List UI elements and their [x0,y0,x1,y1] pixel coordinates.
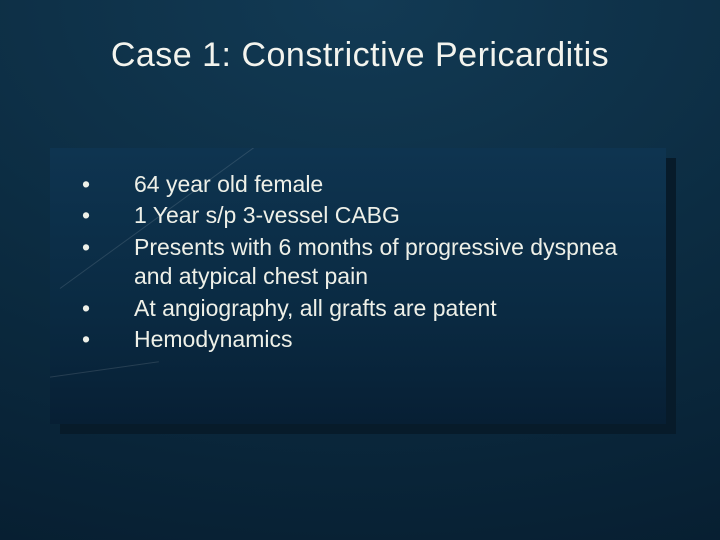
bullet-text: Presents with 6 months of progressive dy… [134,234,617,289]
bullet-icon: • [82,233,90,262]
list-item: • At angiography, all grafts are patent [82,294,648,323]
bullet-icon: • [82,294,90,323]
bullet-icon: • [82,170,90,199]
bullet-icon: • [82,201,90,230]
content-panel: • 64 year old female • 1 Year s/p 3-vessel… [50,148,666,424]
bullet-list: • 64 year old female • 1 Year s/p 3-vessel… [82,170,648,357]
slide-title: Case 1: Constrictive Pericarditis [0,36,720,75]
list-item: • 1 Year s/p 3-vessel CABG [82,201,648,230]
list-item: • Hemodynamics [82,325,648,354]
decorative-line [50,361,159,379]
bullet-text: At angiography, all grafts are patent [134,295,497,321]
slide: Case 1: Constrictive Pericarditis • 64 ye… [0,0,720,540]
bullet-text: 1 Year s/p 3-vessel CABG [134,202,400,228]
list-item: • Presents with 6 months of progressive d… [82,233,648,292]
bullet-text: Hemodynamics [134,326,293,352]
content-region: • 64 year old female • 1 Year s/p 3-vessel… [50,148,670,428]
bullet-icon: • [82,325,90,354]
bullet-text: 64 year old female [134,171,323,197]
list-item: • 64 year old female [82,170,648,199]
